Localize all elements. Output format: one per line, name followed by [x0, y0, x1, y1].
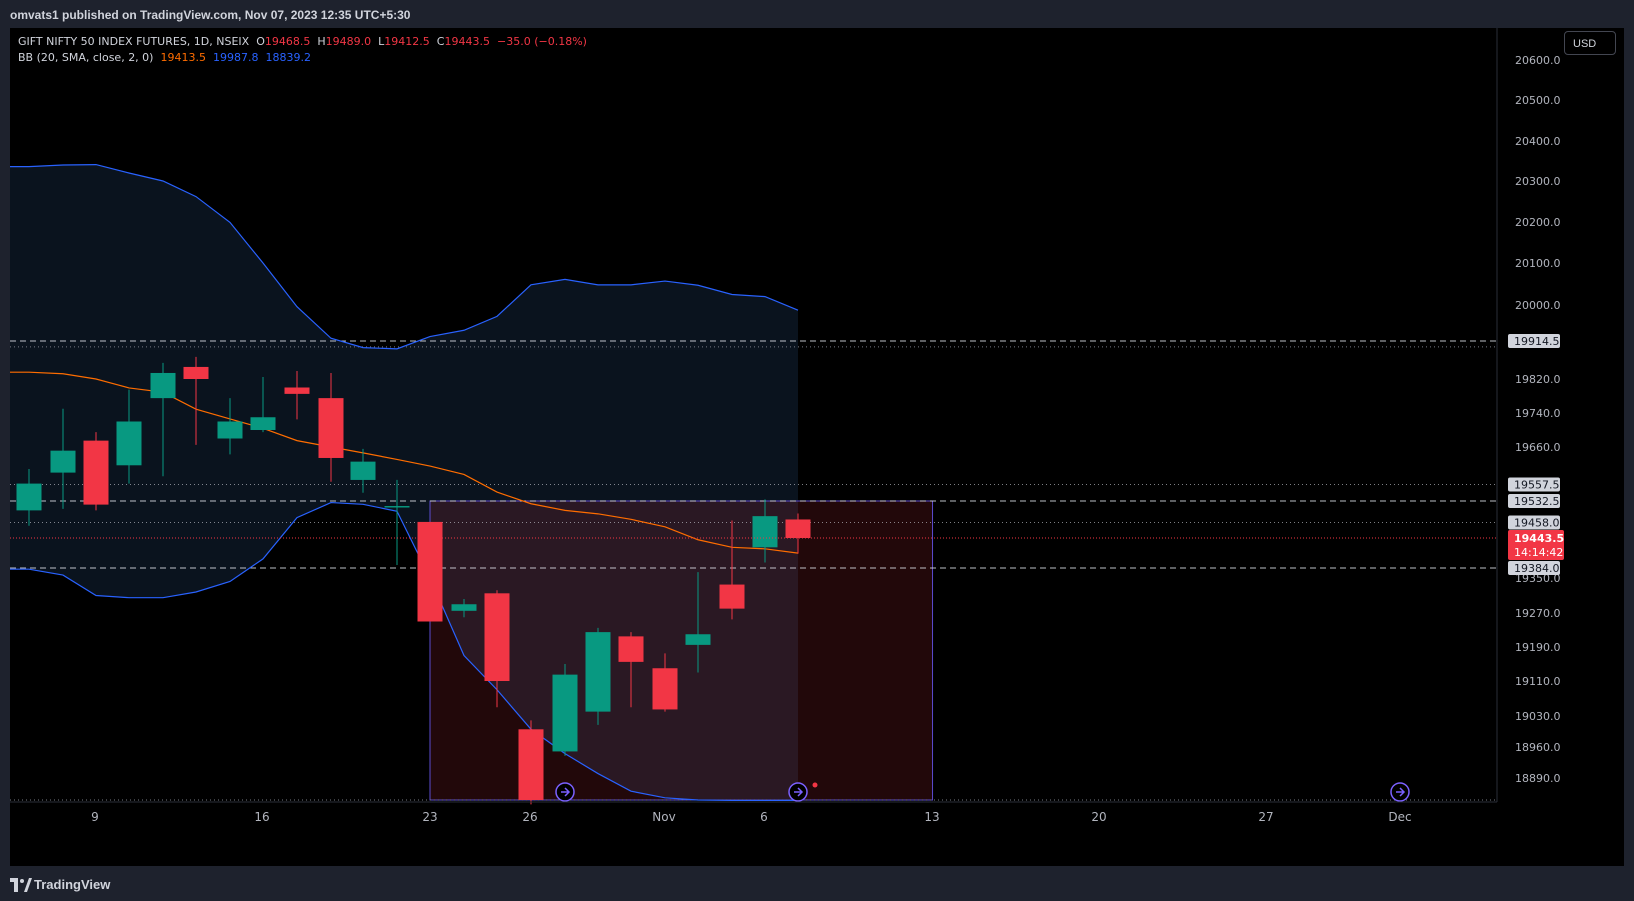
legend-change: −35.0 (−0.18%)	[496, 35, 587, 48]
legend-symbol-line: GIFT NIFTY 50 INDEX FUTURES, 1D, NSEIX O…	[18, 34, 587, 50]
y-axis-tick-label: 19660.0	[1515, 441, 1561, 454]
tradingview-logo-icon	[10, 878, 32, 892]
x-axis-tick-label: 27	[1258, 810, 1273, 824]
candle-body	[250, 417, 276, 430]
chart-area[interactable]: 20600.0 20500.0 20400.0 20300.0 20200.0 20100…	[10, 28, 1624, 866]
x-axis-tick-label: 9	[91, 810, 99, 824]
event-dot	[812, 782, 818, 788]
candle-body	[150, 372, 176, 399]
y-axis-tick-label: 19190.0	[1515, 641, 1561, 654]
legend-indicator-line: BB (20, SMA, close, 2, 0) 19413.5 19987.…	[18, 50, 587, 66]
candle-body	[552, 674, 578, 752]
legend-low-value: 19412.5	[384, 35, 430, 48]
legend-symbol: GIFT NIFTY 50 INDEX FUTURES, 1D, NSEIX	[18, 35, 250, 48]
y-axis-tick-label: 19350.0	[1515, 572, 1561, 585]
level-price-label-bg	[1508, 561, 1560, 575]
level-price-label: 19557.5	[1514, 479, 1560, 492]
level-price-label: 19384.0	[1514, 562, 1560, 575]
bb-upper-line	[10, 163, 799, 350]
current-price-label-bg	[1508, 530, 1564, 560]
candle-body	[417, 521, 443, 622]
candle-body	[685, 634, 711, 645]
candle-body	[83, 440, 109, 505]
candle-body	[183, 366, 209, 379]
level-price-label-bg	[1508, 494, 1560, 508]
legend-open-label: O	[256, 35, 265, 48]
x-axis-tick-label: 26	[522, 810, 537, 824]
y-axis-tick-label: 19820.0	[1515, 373, 1561, 386]
y-axis-tick-label: 19110.0	[1515, 675, 1561, 688]
legend-bb-basis: 19413.5	[160, 51, 206, 64]
legend-low-label: L	[378, 35, 385, 48]
candle-body	[116, 421, 142, 466]
candle-body	[350, 461, 376, 480]
level-price-label: 19914.5	[1514, 335, 1560, 348]
candle-body	[719, 584, 745, 609]
candle-body	[16, 483, 42, 511]
y-axis-tick-label: 20000.0	[1515, 299, 1561, 312]
x-axis-tick-label: 16	[254, 810, 269, 824]
candle-body	[217, 421, 243, 439]
y-axis-tick-label: 20400.0	[1515, 135, 1561, 148]
y-axis-tick-label: 20600.0	[1515, 54, 1561, 67]
y-axis-tick-label: 19030.0	[1515, 710, 1561, 723]
candle-body	[652, 668, 678, 710]
tradingview-brand: TradingView	[34, 877, 111, 892]
legend-close-value: 19443.5	[444, 35, 490, 48]
footer-bar: TradingView	[0, 869, 1634, 901]
chart-legend: GIFT NIFTY 50 INDEX FUTURES, 1D, NSEIX O…	[18, 34, 587, 66]
price-chart[interactable]: 20600.0 20500.0 20400.0 20300.0 20200.0 20100…	[10, 28, 1624, 866]
event-icon-arrow	[1396, 787, 1406, 797]
y-axis-tick-label: 18960.0	[1515, 741, 1561, 754]
legend-indicator-name: BB (20, SMA, close, 2, 0)	[18, 51, 154, 64]
candle-body	[484, 593, 510, 681]
event-icon-arrow	[794, 787, 804, 797]
level-price-label-bg	[1508, 515, 1560, 530]
x-axis-tick-label: 23	[422, 810, 437, 824]
candle-body	[284, 387, 310, 394]
x-axis-tick-label: 20	[1091, 810, 1106, 824]
candle-body	[50, 450, 76, 473]
x-axis-tick-label: Nov	[652, 810, 675, 824]
y-axis-tick-label: 18890.0	[1515, 772, 1561, 785]
level-price-label-bg	[1508, 477, 1560, 492]
candle-body	[384, 506, 410, 508]
event-icon-arrow	[561, 787, 571, 797]
currency-button[interactable]: USD	[1564, 31, 1616, 55]
y-axis-tick-label: 20500.0	[1515, 94, 1561, 107]
legend-close-label: C	[436, 35, 445, 48]
legend-bb-upper: 19987.8	[212, 51, 259, 64]
candle-body	[585, 632, 611, 712]
bb-basis-line	[10, 371, 799, 554]
legend-high-label: H	[317, 35, 326, 48]
x-axis-tick-label: 13	[924, 810, 939, 824]
current-price-label: 19443.5	[1514, 532, 1564, 545]
y-axis-tick-label: 20200.0	[1515, 216, 1561, 229]
candle-body	[451, 604, 477, 611]
legend-high-value: 19489.0	[325, 35, 372, 48]
dividend-icon	[1390, 782, 1410, 802]
dividend-icon	[555, 782, 575, 802]
countdown-label: 14:14:42	[1514, 546, 1563, 559]
publish-header-bar: omvats1 published on TradingView.com, No…	[0, 0, 1634, 28]
y-axis-tick-label: 19740.0	[1515, 407, 1561, 420]
publish-header: omvats1 published on TradingView.com, No…	[10, 8, 411, 22]
legend-bb-lower: 18839.2	[265, 51, 311, 64]
candle-body	[518, 729, 544, 800]
x-axis-tick-label: 6	[760, 810, 768, 824]
candle-body	[318, 398, 344, 458]
x-axis-tick-label: Dec	[1388, 810, 1411, 824]
candle-body	[618, 636, 644, 662]
y-axis-tick-label: 19270.0	[1515, 607, 1561, 620]
earnings-icon	[788, 782, 808, 802]
level-price-label-bg	[1508, 334, 1560, 348]
candle-body	[752, 516, 778, 548]
level-price-label: 19458.0	[1514, 517, 1560, 530]
legend-open-value: 19468.5	[264, 35, 311, 48]
candle-body	[785, 519, 811, 538]
y-axis-tick-label: 20300.0	[1515, 175, 1561, 188]
y-axis-tick-label: 20100.0	[1515, 257, 1561, 270]
level-price-label: 19532.5	[1514, 495, 1560, 508]
